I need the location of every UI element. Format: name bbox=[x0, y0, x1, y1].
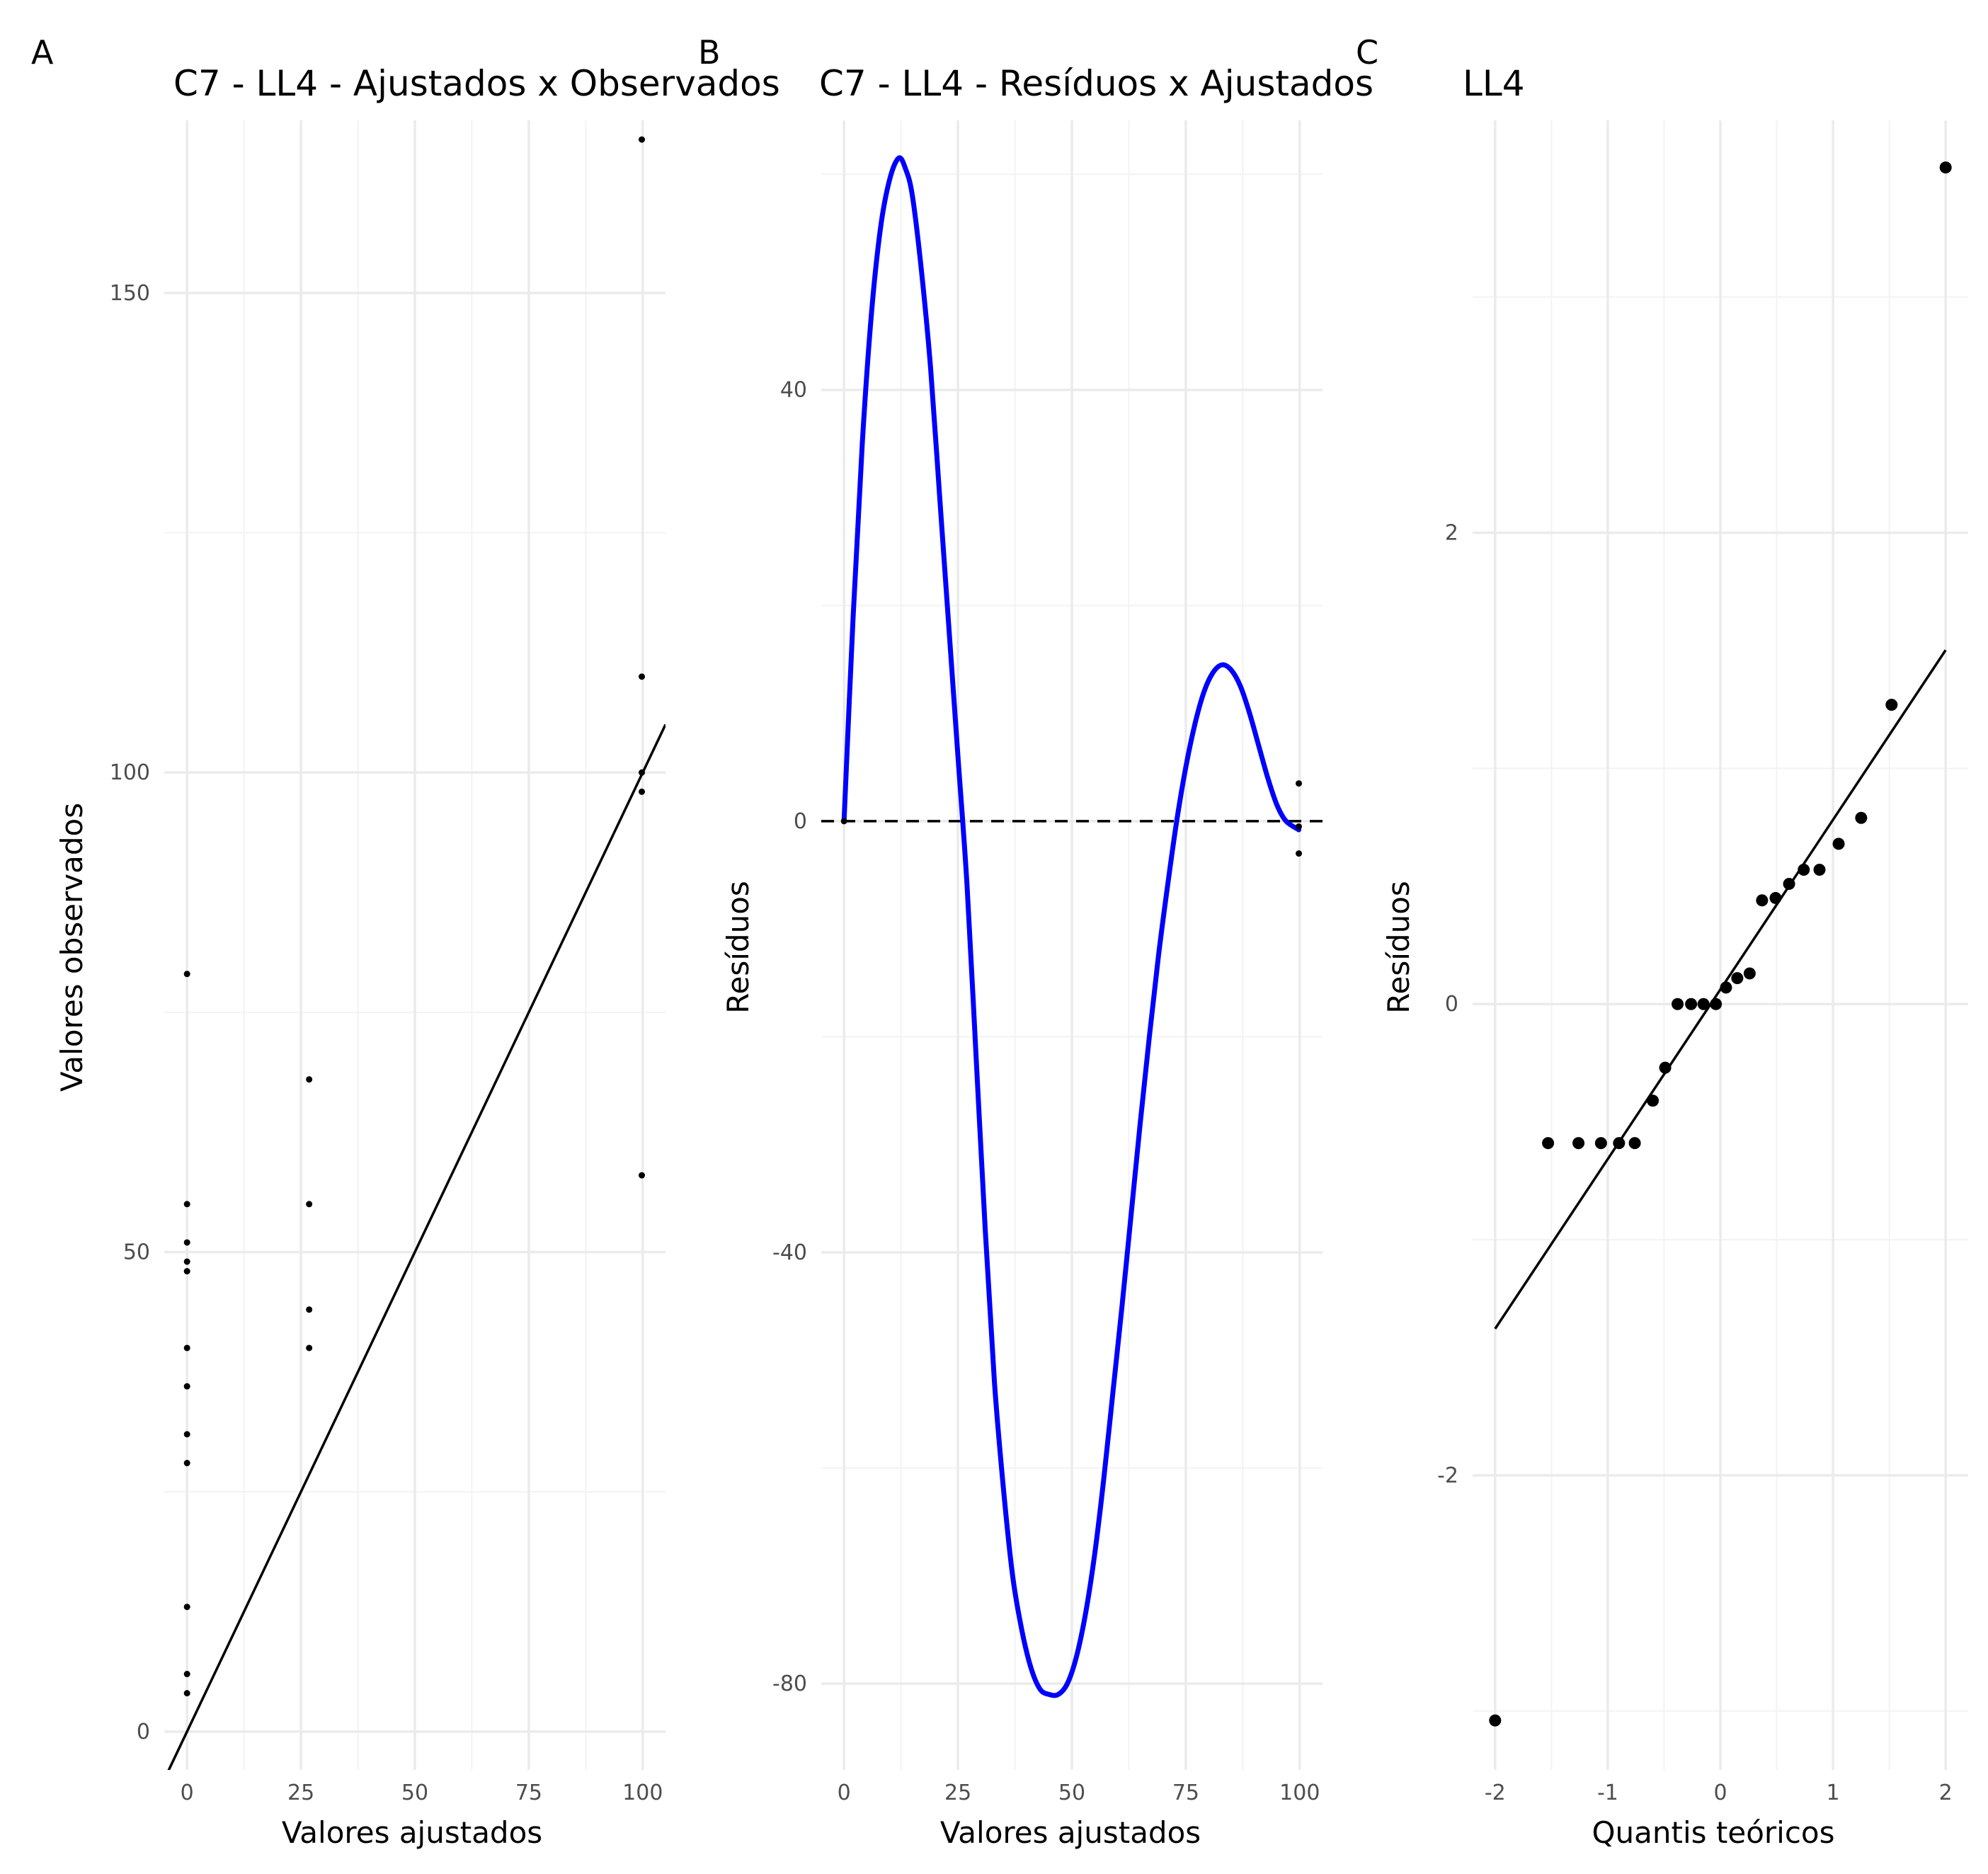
x-tick-label-b: 75 bbox=[1172, 1781, 1199, 1805]
panel-a: A 0 25 50 75 100 0 50 100 150 C7 - LL4 - Ajustad… bbox=[31, 33, 780, 1850]
x-tick-label-a: 100 bbox=[622, 1781, 663, 1805]
data-point-a bbox=[183, 1460, 190, 1467]
data-point-a bbox=[639, 788, 646, 795]
data-point-a bbox=[183, 1431, 190, 1438]
data-point-a bbox=[183, 1239, 190, 1246]
data-point-c bbox=[1613, 1137, 1626, 1150]
y-tick-label-b: -80 bbox=[772, 1672, 807, 1696]
x-axis-title-c: Quantis teóricos bbox=[1592, 1815, 1834, 1850]
data-point-c bbox=[1542, 1137, 1555, 1150]
data-point-a bbox=[183, 1268, 190, 1275]
data-point-a bbox=[183, 1344, 190, 1352]
data-point-c bbox=[1731, 972, 1744, 985]
data-point-c bbox=[1572, 1137, 1585, 1150]
x-tick-label-c: 1 bbox=[1827, 1781, 1840, 1805]
panel-title-b: C7 - LL4 - Resíduos x Ajustados bbox=[819, 63, 1373, 104]
data-point-c bbox=[1798, 863, 1810, 876]
y-tick-label-c: 0 bbox=[1445, 992, 1458, 1017]
panel-title-c: LL4 bbox=[1463, 63, 1525, 104]
y-tick-label-c: -2 bbox=[1437, 1463, 1458, 1488]
data-point-a bbox=[183, 1383, 190, 1390]
data-point-a bbox=[183, 1201, 190, 1208]
panel-b: B 0 25 50 75 100 -80 -40 0 40 C7 - LL4 - Resíduo… bbox=[698, 33, 1373, 1850]
data-point-c bbox=[1855, 811, 1868, 824]
data-point-c bbox=[1939, 161, 1952, 174]
y-tick-label-a: 0 bbox=[137, 1720, 150, 1744]
data-point-c bbox=[1769, 891, 1782, 904]
data-point-a bbox=[183, 1690, 190, 1697]
data-point-c bbox=[1685, 998, 1698, 1010]
data-point-c bbox=[1628, 1137, 1641, 1150]
x-tick-label-c: -2 bbox=[1485, 1781, 1506, 1805]
data-point-b bbox=[1296, 823, 1303, 830]
data-point-a bbox=[639, 1172, 646, 1179]
data-point-a bbox=[639, 136, 646, 143]
x-axis-title-a: Valores ajustados bbox=[282, 1815, 542, 1850]
data-point-b bbox=[1296, 850, 1303, 857]
data-point-c bbox=[1697, 998, 1710, 1010]
data-point-c bbox=[1594, 1137, 1607, 1150]
data-point-c bbox=[1489, 1714, 1502, 1727]
x-tick-label-a: 25 bbox=[287, 1781, 314, 1805]
x-tick-label-a: 75 bbox=[515, 1781, 542, 1805]
x-axis-title-b: Valores ajustados bbox=[940, 1815, 1201, 1850]
x-tick-label-c: 2 bbox=[1939, 1781, 1953, 1805]
panel-c: C -2 -1 0 1 2 -2 0 2 LL4 Quantis teóricos Resíd… bbox=[1356, 33, 1968, 1850]
data-point-c bbox=[1720, 981, 1732, 994]
data-point-a bbox=[183, 1258, 190, 1265]
data-point-c bbox=[1756, 894, 1769, 907]
x-tick-label-b: 0 bbox=[838, 1781, 851, 1805]
smooth-curve-b bbox=[841, 155, 1302, 1698]
data-point-a bbox=[183, 1604, 190, 1611]
x-tick-label-b: 100 bbox=[1279, 1781, 1320, 1805]
y-tick-label-a: 50 bbox=[123, 1240, 150, 1264]
data-point-c bbox=[1659, 1061, 1672, 1074]
y-tick-label-b: -40 bbox=[772, 1240, 807, 1265]
x-tick-label-c: -1 bbox=[1597, 1781, 1618, 1805]
data-point-c bbox=[1885, 698, 1898, 711]
data-point-a bbox=[183, 971, 190, 978]
data-point-a bbox=[306, 1344, 313, 1352]
y-axis-title-b: Resíduos bbox=[721, 881, 755, 1014]
panel-title-a: C7 - LL4 - Ajustados x Observados bbox=[173, 63, 780, 104]
x-tick-label-b: 50 bbox=[1058, 1781, 1085, 1805]
y-tick-label-a: 150 bbox=[110, 281, 150, 306]
data-point-c bbox=[1672, 998, 1684, 1010]
y-tick-label-b: 40 bbox=[780, 378, 807, 403]
data-point-a bbox=[306, 1306, 313, 1313]
data-point-c bbox=[1710, 998, 1723, 1010]
data-point-c bbox=[1647, 1095, 1659, 1107]
reference-line-a bbox=[167, 724, 665, 1770]
x-tick-label-c: 0 bbox=[1713, 1781, 1727, 1805]
y-axis-title-a: Valores observados bbox=[55, 803, 89, 1092]
data-point-a bbox=[306, 1076, 313, 1083]
x-tick-label-a: 50 bbox=[401, 1781, 428, 1805]
y-tick-label-a: 100 bbox=[110, 760, 150, 785]
data-point-c bbox=[1743, 967, 1756, 980]
x-tick-label-a: 0 bbox=[181, 1781, 194, 1805]
panel-label-b: B bbox=[698, 33, 721, 72]
data-point-b bbox=[1296, 780, 1303, 787]
data-point-b bbox=[840, 818, 847, 825]
data-point-a bbox=[306, 1201, 313, 1208]
data-point-c bbox=[1813, 863, 1826, 876]
data-point-c bbox=[1832, 838, 1845, 850]
data-point-a bbox=[639, 769, 646, 776]
panel-label-c: C bbox=[1356, 33, 1378, 72]
data-point-c bbox=[1783, 877, 1795, 890]
y-tick-label-c: 2 bbox=[1445, 521, 1458, 546]
data-point-a bbox=[183, 1671, 190, 1678]
x-tick-label-b: 25 bbox=[944, 1781, 971, 1805]
data-point-a bbox=[639, 673, 646, 680]
panel-label-a: A bbox=[31, 33, 54, 72]
y-tick-label-b: 0 bbox=[794, 809, 807, 834]
y-axis-title-c: Resíduos bbox=[1381, 881, 1416, 1014]
